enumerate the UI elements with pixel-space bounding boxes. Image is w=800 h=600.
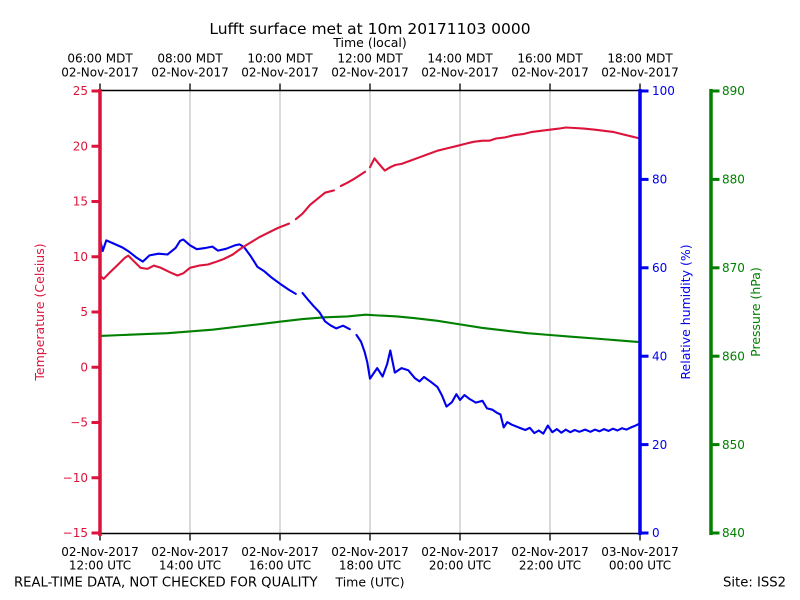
temperature-axis-title: Temperature (Celsius) <box>32 243 47 381</box>
x-tick-label-top-date: 02-Nov-2017 <box>511 66 589 80</box>
rh-tick-label: 20 <box>652 438 667 452</box>
quality-disclaimer: REAL-TIME DATA, NOT CHECKED FOR QUALITY <box>14 576 319 591</box>
x-tick-label-top-time: 16:00 MDT <box>517 52 583 66</box>
bottom-axis-label: Time (UTC) <box>334 575 404 590</box>
temp-tick-label: 0 <box>80 360 88 374</box>
temp-tick-label: −15 <box>63 526 88 540</box>
x-tick-label-bottom-date: 02-Nov-2017 <box>511 545 589 559</box>
relative-humidity-series-line <box>355 333 642 435</box>
temp-tick-label: 15 <box>73 195 88 209</box>
x-tick-label-top-time: 18:00 MDT <box>607 52 673 66</box>
pressure-series-line <box>98 313 642 344</box>
x-tick-label-top-date: 02-Nov-2017 <box>421 66 499 80</box>
axis-ticks <box>91 83 720 541</box>
rh-tick-label: 0 <box>652 526 660 540</box>
humidity-axis-title: Relative humidity (%) <box>678 244 693 379</box>
x-tick-label-bottom-time: 20:00 UTC <box>429 559 491 573</box>
relative-humidity-series-line <box>98 238 297 295</box>
press-tick-label: 870 <box>722 261 745 275</box>
x-tick-label-bottom-time: 12:00 UTC <box>69 559 131 573</box>
rh-tick-label: 40 <box>652 349 667 363</box>
temperature-series-line <box>294 189 336 221</box>
x-tick-label-bottom-date: 02-Nov-2017 <box>331 545 409 559</box>
temperature-series-line <box>339 170 367 188</box>
press-tick-label: 860 <box>722 349 745 363</box>
x-tick-label-top-date: 02-Nov-2017 <box>61 66 139 80</box>
press-tick-label: 840 <box>722 526 745 540</box>
relative-humidity-series-line <box>301 291 351 331</box>
x-tick-label-top-date: 02-Nov-2017 <box>331 66 409 80</box>
x-tick-label-top-date: 02-Nov-2017 <box>151 66 229 80</box>
x-tick-label-top-time: 06:00 MDT <box>67 52 133 66</box>
x-tick-label-top-time: 08:00 MDT <box>157 52 223 66</box>
site-label: Site: ISS2 <box>723 576 786 591</box>
rh-tick-label: 80 <box>652 173 667 187</box>
press-tick-label: 880 <box>722 173 745 187</box>
temp-tick-label: 20 <box>73 139 88 153</box>
chart-title: Lufft surface met at 10m 20171103 0000 <box>209 20 530 38</box>
top-axis-label: Time (local) <box>332 35 406 50</box>
rh-tick-label: 100 <box>652 84 675 98</box>
x-tick-label-bottom-date: 02-Nov-2017 <box>241 545 319 559</box>
x-tick-label-top-date: 02-Nov-2017 <box>601 66 679 80</box>
x-tick-label-bottom-time: 18:00 UTC <box>339 559 401 573</box>
rh-tick-label: 60 <box>652 261 667 275</box>
temperature-series-line <box>368 126 642 172</box>
x-tick-label-top-time: 10:00 MDT <box>247 52 313 66</box>
temp-tick-label: −10 <box>63 471 88 485</box>
temp-tick-label: 5 <box>80 305 88 319</box>
x-tick-label-bottom-date: 02-Nov-2017 <box>61 545 139 559</box>
temperature-series-line <box>98 222 291 280</box>
x-tick-label-bottom-time: 14:00 UTC <box>159 559 221 573</box>
press-tick-label: 850 <box>722 438 745 452</box>
x-tick-label-bottom-date: 02-Nov-2017 <box>421 545 499 559</box>
gridlines <box>189 91 551 533</box>
x-tick-label-bottom-time: 16:00 UTC <box>249 559 311 573</box>
x-tick-label-bottom-time: 00:00 UTC <box>609 559 671 573</box>
pressure-axis-title: Pressure (hPa) <box>748 267 763 357</box>
x-tick-label-bottom-date: 02-Nov-2017 <box>151 545 229 559</box>
x-tick-label-bottom-date: 03-Nov-2017 <box>601 545 679 559</box>
temp-tick-label: 10 <box>73 250 88 264</box>
x-tick-label-top-time: 12:00 MDT <box>337 52 403 66</box>
temp-tick-label: 25 <box>73 84 88 98</box>
temp-tick-label: −5 <box>70 416 88 430</box>
x-tick-label-top-date: 02-Nov-2017 <box>241 66 319 80</box>
series-lines <box>98 126 642 435</box>
x-tick-label-top-time: 14:00 MDT <box>427 52 493 66</box>
press-tick-label: 890 <box>722 84 745 98</box>
x-tick-label-bottom-time: 22:00 UTC <box>519 559 581 573</box>
